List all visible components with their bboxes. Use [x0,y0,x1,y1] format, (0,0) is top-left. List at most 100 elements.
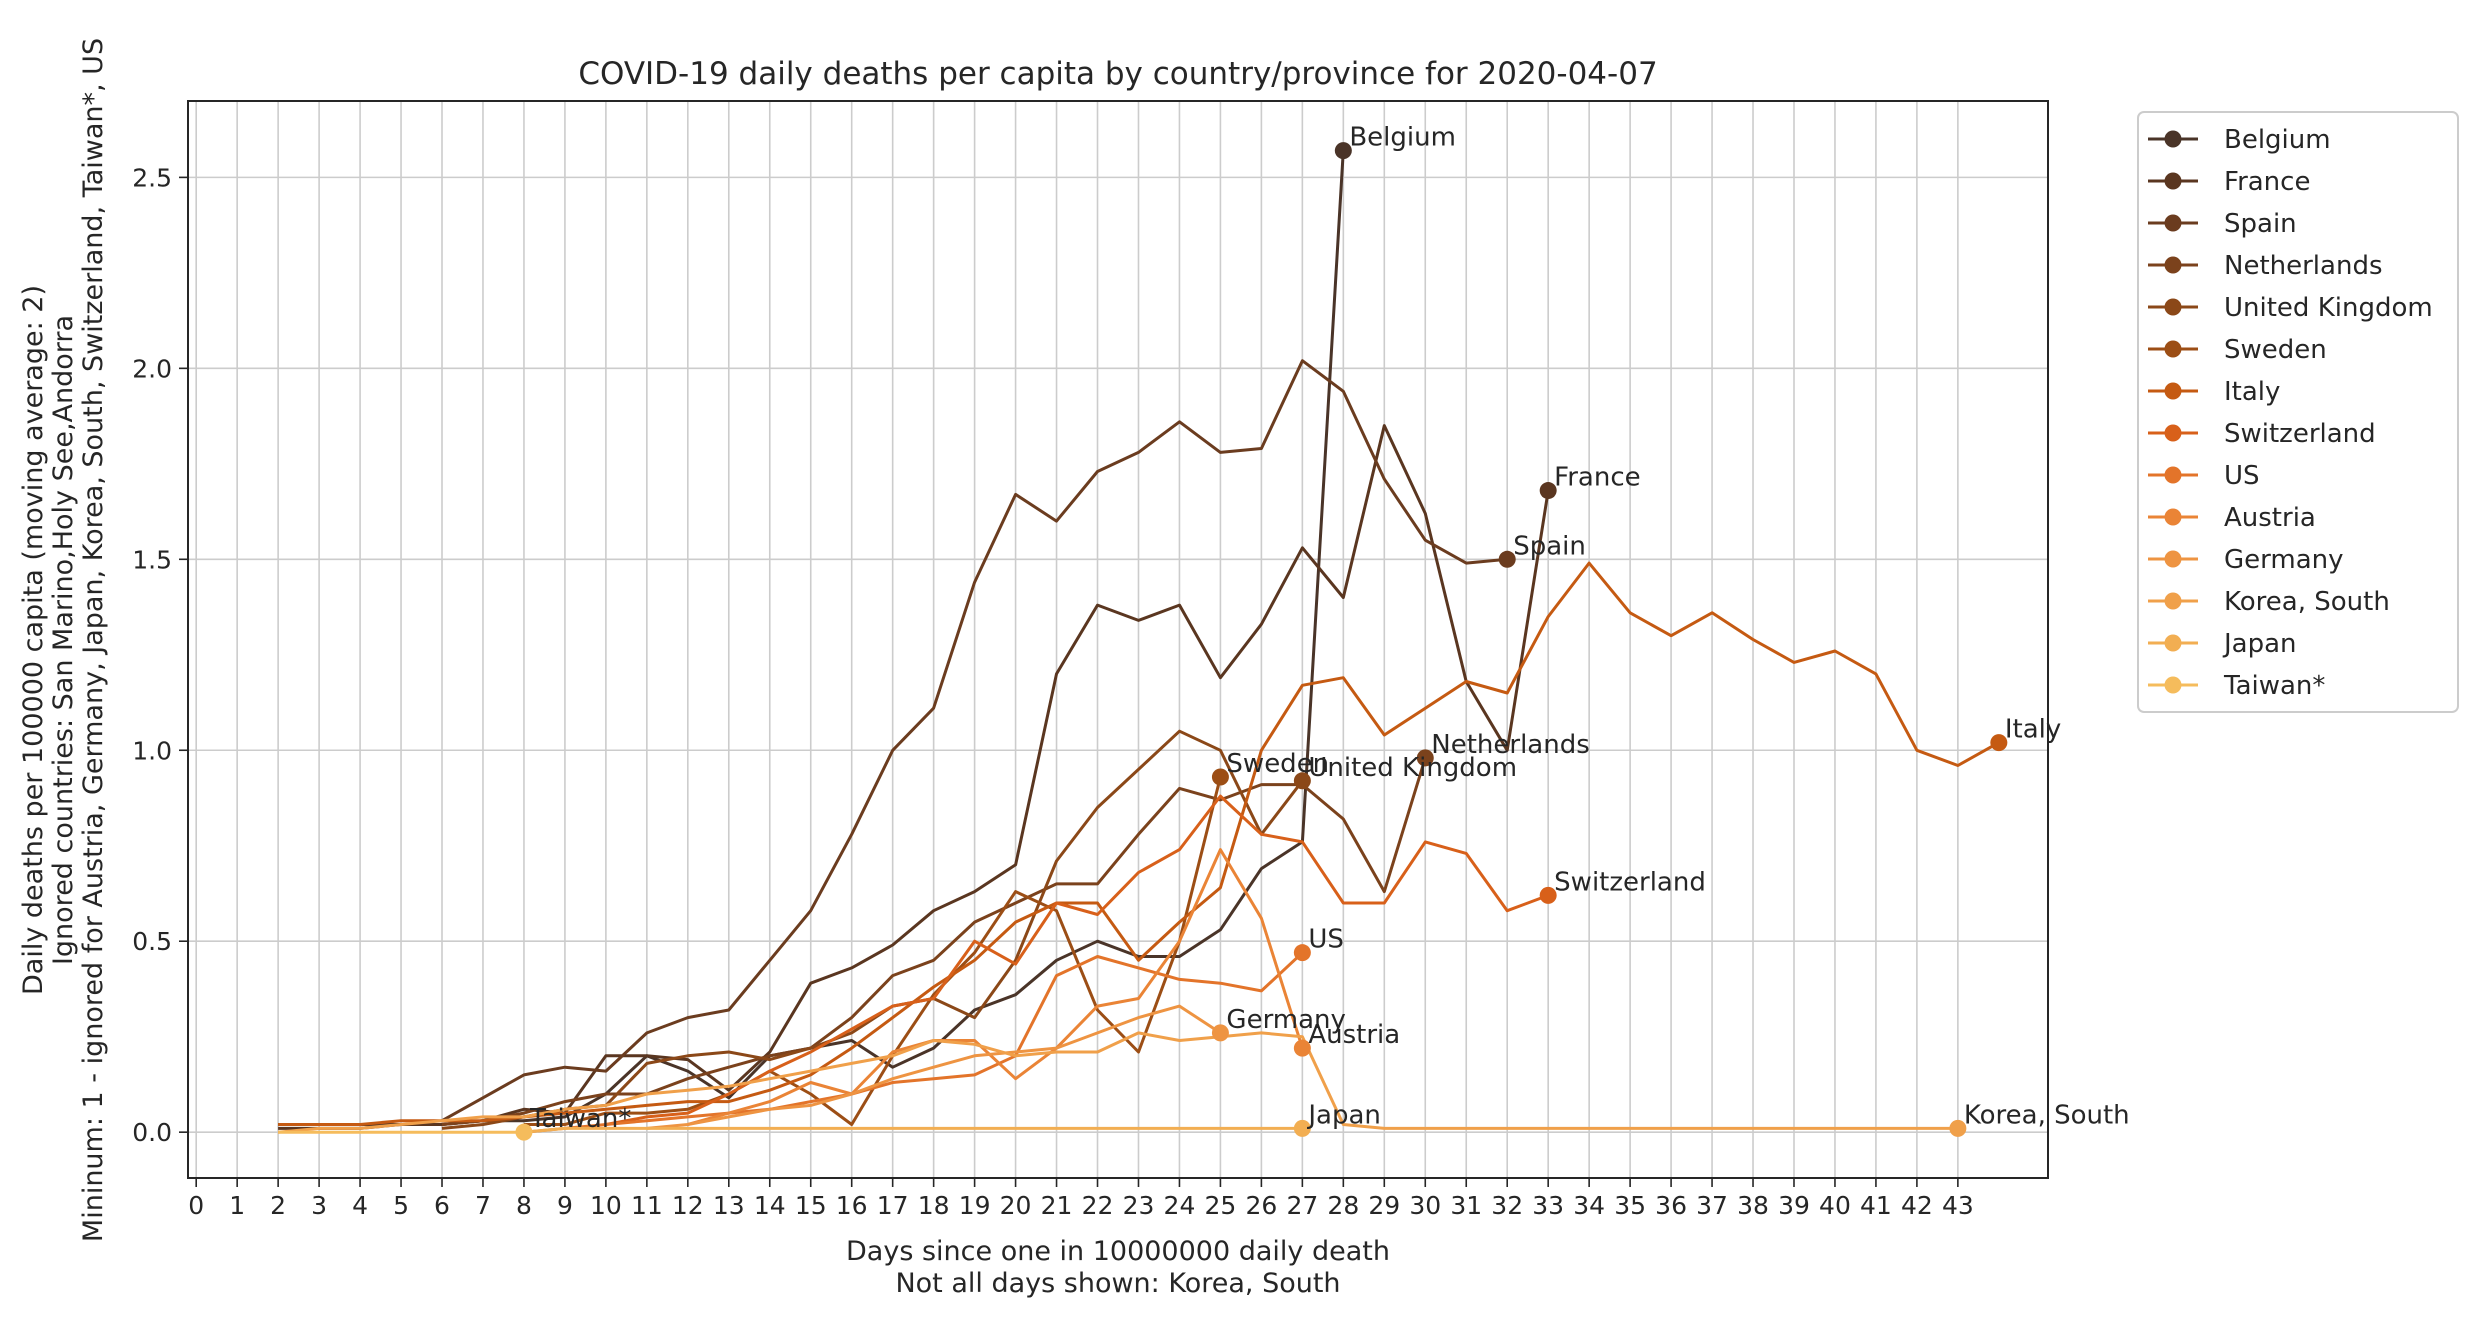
series-line-us [523,951,1304,1134]
end-label: Italy [2005,715,2061,745]
x-tick-label: 39 [1778,1191,1810,1220]
series-line-italy [278,561,2000,1126]
series-lines [277,150,2000,1134]
x-tick-label: 14 [754,1191,786,1220]
end-label: US [1308,925,1344,955]
x-tick-label: 8 [516,1191,532,1220]
x-tick-label: 0 [188,1191,204,1220]
x-axis-label: Days since one in 10000000 daily death [846,1236,1390,1267]
end-marker [1211,768,1229,786]
x-tick-label: 26 [1245,1191,1277,1220]
y-tick-label: 0.0 [132,1118,172,1147]
legend-marker [2164,382,2182,400]
end-marker [1293,772,1311,790]
legend-marker [2164,592,2182,610]
x-tick-label: 18 [918,1191,950,1220]
y-axis-note-minimum: Mininum: 1 - ignored for Austria, German… [78,38,109,1242]
x-tick-label: 42 [1901,1191,1933,1220]
x-tick-label: 22 [1082,1191,1114,1220]
x-tick-label: 5 [393,1191,409,1220]
series-line-korea-south [277,1031,1958,1134]
series-line-japan [523,1126,1303,1134]
end-marker [1990,734,2008,752]
legend-marker [2164,214,2182,232]
series-line-switzerland [605,794,1549,1126]
x-tick-label: 23 [1123,1191,1155,1220]
legend-box [2137,111,2459,713]
x-tick-label: 21 [1041,1191,1073,1220]
end-marker [1334,142,1352,160]
x-tick-label: 9 [557,1191,573,1220]
end-label: Austria [1308,1020,1400,1050]
y-axis-label: Daily deaths per 100000 capita (moving a… [18,285,49,995]
legend-marker [2164,298,2182,316]
y-tick-label: 0.5 [132,927,172,956]
x-tick-label: 6 [434,1191,450,1220]
x-tick-label: 25 [1205,1191,1237,1220]
end-marker [1211,1024,1229,1042]
legend-label: Netherlands [2224,251,2383,281]
end-marker [1498,550,1516,568]
legend-marker [2164,424,2182,442]
end-label: France [1554,463,1640,493]
legend-label: United Kingdom [2224,293,2433,323]
x-tick-label: 11 [631,1191,663,1220]
y-tick-label: 1.0 [132,736,172,765]
legend-label: US [2224,461,2260,491]
legend-marker [2164,508,2182,526]
legend-marker [2164,340,2182,358]
plot-frame [187,100,2049,1179]
end-marker [1293,944,1311,962]
x-tick-label: 2 [270,1191,286,1220]
legend-label: Switzerland [2224,419,2376,449]
end-label: Netherlands [1431,730,1590,760]
y-axis-note-ignored: Ignored countries: San Marino,Holy See,A… [48,315,79,965]
x-tick-label: 41 [1860,1191,1892,1220]
end-marker [1293,1039,1311,1057]
y-tick-label: 2.0 [132,354,172,383]
x-tick-label: 19 [959,1191,991,1220]
x-tick-label: 1 [229,1191,245,1220]
x-tick-label: 32 [1491,1191,1523,1220]
legend: Belgium France Spain Netherlands United King… [2137,111,2459,713]
legend-label: Austria [2224,503,2316,533]
legend-entries: Belgium France Spain Netherlands United King… [2148,125,2433,701]
legend-marker [2164,676,2182,694]
legend-label: Japan [2222,629,2297,659]
series-line-spain [441,359,1508,1123]
end-marker [1539,482,1557,500]
legend-marker [2164,256,2182,274]
end-marker [515,1123,533,1141]
x-tick-label: 38 [1737,1191,1769,1220]
x-tick-label: 31 [1450,1191,1482,1220]
x-tick-label: 10 [590,1191,622,1220]
legend-marker [2164,172,2182,190]
x-tick-label: 20 [1000,1191,1032,1220]
series-line-germany [646,1004,1222,1130]
end-marker [1293,1119,1311,1137]
x-tick-label: 7 [475,1191,491,1220]
x-tick-label: 28 [1327,1191,1359,1220]
end-label: Japan [1306,1100,1381,1130]
x-axis-note: Not all days shown: Korea, South [895,1268,1340,1299]
x-tick-label: 37 [1696,1191,1728,1220]
y-tick-label: 1.5 [132,545,172,574]
legend-label: Belgium [2224,125,2331,155]
x-tick-label: 27 [1286,1191,1318,1220]
end-label: Germany [1226,1005,1346,1035]
legend-marker [2164,466,2182,484]
series-line-austria [687,848,1304,1126]
x-tick-label: 4 [352,1191,368,1220]
end-label: Spain [1513,531,1586,561]
x-tick-label: 24 [1164,1191,1196,1220]
end-label: Switzerland [1554,867,1706,897]
x-tick-label: 3 [311,1191,327,1220]
x-tick-label: 30 [1409,1191,1441,1220]
x-tick-label: 33 [1532,1191,1564,1220]
x-tick-label: 17 [877,1191,909,1220]
end-label: United Kingdom [1308,753,1517,783]
end-label: Korea, South [1964,1100,2130,1130]
legend-label: Taiwan* [2223,671,2325,701]
